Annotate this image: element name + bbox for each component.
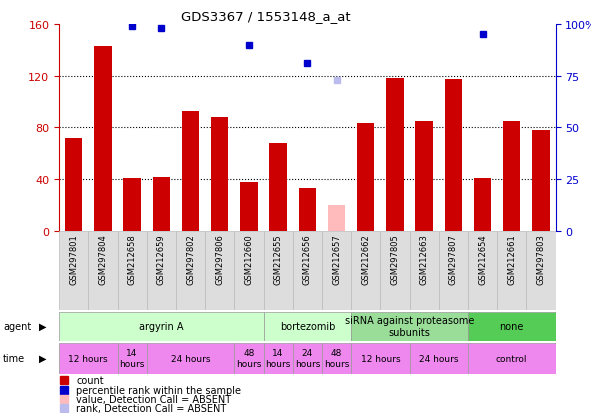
Bar [176,231,205,310]
Text: ▶: ▶ [39,321,46,331]
Bar [503,121,521,231]
Text: 12 hours: 12 hours [69,354,108,363]
Bar [474,178,491,231]
Bar [118,231,147,310]
Bar [497,231,527,310]
Bar [386,79,404,231]
Bar [264,312,351,341]
Text: siRNA against proteasome
subunits: siRNA against proteasome subunits [345,316,474,337]
Bar [444,80,462,231]
Text: 48
hours: 48 hours [236,349,262,368]
Bar [351,312,468,341]
Bar [59,231,88,310]
Bar [527,231,556,310]
Text: 24
hours: 24 hours [295,349,320,368]
Bar [322,343,351,374]
Bar [410,343,468,374]
Bar [94,47,112,231]
Text: GSM212663: GSM212663 [420,234,428,285]
Bar [468,231,497,310]
Text: GSM297805: GSM297805 [391,234,400,284]
Bar [205,231,234,310]
Bar [468,343,556,374]
Text: GDS3367 / 1553148_a_at: GDS3367 / 1553148_a_at [181,10,351,23]
Text: GSM212655: GSM212655 [274,234,282,284]
Bar [59,312,264,341]
Bar [410,231,439,310]
Text: argyrin A: argyrin A [139,321,184,331]
Text: 24 hours: 24 hours [419,354,459,363]
Text: 14
hours: 14 hours [265,349,291,368]
Text: count: count [76,375,104,385]
Bar [59,343,118,374]
Text: GSM212661: GSM212661 [507,234,516,284]
Text: rank, Detection Call = ABSENT: rank, Detection Call = ABSENT [76,404,227,413]
Text: GSM297802: GSM297802 [186,234,195,284]
Bar [211,118,229,231]
Bar [293,231,322,310]
Bar [118,343,147,374]
Bar [357,124,375,231]
Bar [240,182,258,231]
Bar [88,231,118,310]
Text: GSM297807: GSM297807 [449,234,458,285]
Text: percentile rank within the sample: percentile rank within the sample [76,385,242,395]
Text: GSM297801: GSM297801 [69,234,78,284]
Bar [152,177,170,231]
Bar [147,343,234,374]
Text: value, Detection Call = ABSENT: value, Detection Call = ABSENT [76,394,232,404]
Text: GSM212658: GSM212658 [128,234,137,284]
Text: GSM212659: GSM212659 [157,234,166,284]
Bar [124,178,141,231]
Bar [328,206,345,231]
Bar [65,138,83,231]
Bar [351,231,381,310]
Text: agent: agent [3,321,31,331]
Text: none: none [499,321,524,331]
Bar [234,343,264,374]
Text: 14
hours: 14 hours [119,349,145,368]
Text: time: time [3,353,25,363]
Bar [468,312,556,341]
Text: GSM297803: GSM297803 [537,234,545,285]
Bar [264,231,293,310]
Bar [351,343,410,374]
Text: ▶: ▶ [39,353,46,363]
Bar [234,231,264,310]
Bar [532,131,550,231]
Bar [322,231,351,310]
Bar [381,231,410,310]
Text: GSM297806: GSM297806 [215,234,224,285]
Bar [439,231,468,310]
Text: GSM212657: GSM212657 [332,234,341,284]
Bar [269,144,287,231]
Text: GSM212662: GSM212662 [361,234,370,284]
Text: 12 hours: 12 hours [361,354,400,363]
Text: 24 hours: 24 hours [171,354,210,363]
Bar [293,343,322,374]
Text: control: control [496,354,528,363]
Bar [264,343,293,374]
Text: GSM212654: GSM212654 [478,234,487,284]
Text: GSM212660: GSM212660 [245,234,254,284]
Bar [415,121,433,231]
Text: 48
hours: 48 hours [324,349,349,368]
Bar [298,189,316,231]
Bar [147,231,176,310]
Text: bortezomib: bortezomib [280,321,335,331]
Text: GSM297804: GSM297804 [99,234,108,284]
Text: GSM212656: GSM212656 [303,234,312,284]
Bar [182,111,199,231]
